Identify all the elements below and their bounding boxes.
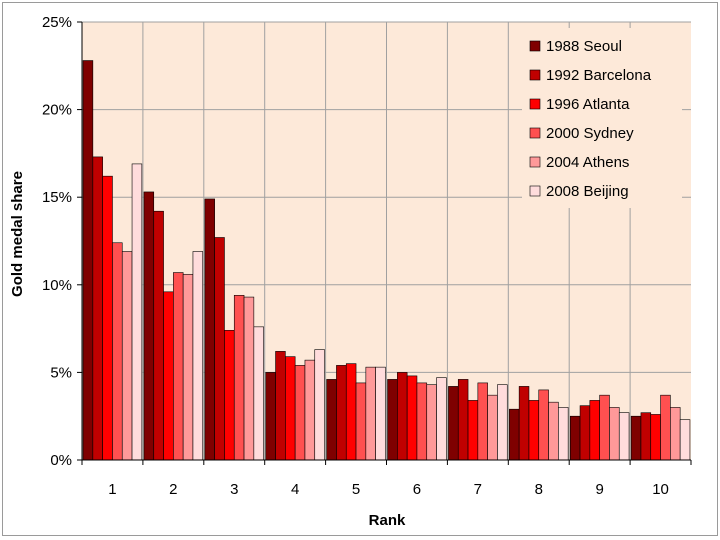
- x-tick-label: 4: [291, 481, 299, 498]
- bar-2000-sydney-rank-5: [355, 382, 367, 461]
- bar-2004-athens-rank-3: [243, 296, 255, 461]
- bar-2004-athens-rank-2: [182, 273, 194, 461]
- x-tick-label: 10: [652, 481, 669, 498]
- bar-2000-sydney-rank-7: [477, 382, 488, 461]
- bar-1988-seoul-rank-3: [204, 198, 215, 461]
- legend-box: [522, 28, 682, 208]
- bar-1992-barcelona-rank-10: [640, 412, 652, 461]
- bar-1996-atlanta-rank-5: [345, 363, 357, 461]
- bar-1996-atlanta-rank-1: [102, 175, 113, 461]
- x-tick-label: 7: [474, 481, 482, 498]
- legend-label: 1996 Atlanta: [546, 96, 630, 113]
- bar-2004-athens-rank-1: [121, 251, 133, 461]
- bar-2004-athens-rank-5: [365, 366, 376, 461]
- bar-1992-barcelona-rank-5: [336, 365, 347, 461]
- axes: [77, 21, 692, 465]
- bar-1992-barcelona-rank-9: [579, 405, 591, 461]
- bar-1996-atlanta-rank-6: [406, 375, 418, 461]
- bar-2000-sydney-rank-9: [599, 394, 610, 461]
- bar-1988-seoul-rank-8: [509, 408, 520, 461]
- legend-label: 1992 Barcelona: [546, 67, 652, 84]
- bar-1992-barcelona-rank-7: [457, 379, 469, 461]
- bar-1988-seoul-rank-9: [569, 415, 581, 461]
- bar-2004-athens-rank-7: [487, 394, 498, 461]
- bar-1992-barcelona-rank-4: [275, 351, 286, 461]
- bar-2004-athens-rank-9: [609, 407, 620, 461]
- bar-1988-seoul-rank-1: [82, 60, 94, 461]
- x-tick-label: 6: [413, 481, 421, 498]
- x-tick-label: 9: [595, 481, 603, 498]
- bar-1996-atlanta-rank-7: [467, 400, 479, 461]
- bar-1992-barcelona-rank-6: [397, 372, 408, 461]
- bar-1988-seoul-rank-2: [143, 191, 155, 461]
- bar-2008-beijing-rank-5: [375, 366, 386, 461]
- bar-2000-sydney-rank-4: [294, 365, 306, 461]
- x-tick-label: 5: [352, 481, 360, 498]
- y-axis-label: Gold medal share: [9, 171, 26, 297]
- bar-1988-seoul-rank-6: [387, 379, 398, 461]
- bar-2008-beijing-rank-7: [497, 384, 508, 461]
- bar-2004-athens-rank-4: [304, 359, 316, 461]
- legend-swatch: [529, 185, 541, 197]
- x-axis-label: Rank: [369, 512, 406, 529]
- bar-2000-sydney-rank-10: [660, 394, 671, 461]
- bar-2008-beijing-rank-6: [436, 377, 447, 461]
- bar-2008-beijing-rank-10: [679, 419, 691, 461]
- legend-label: 2004 Athens: [546, 154, 629, 171]
- legend-label: 2000 Sydney: [546, 125, 634, 142]
- bar-1988-seoul-rank-5: [326, 379, 337, 461]
- bar-1988-seoul-rank-10: [630, 415, 642, 461]
- bar-1988-seoul-rank-4: [265, 372, 276, 461]
- legend-swatch: [529, 40, 541, 52]
- bar-2000-sydney-rank-1: [112, 242, 123, 461]
- x-tick-label: 8: [535, 481, 543, 498]
- bar-2000-sydney-rank-2: [173, 272, 184, 461]
- y-tick-label: 15%: [42, 189, 72, 206]
- bar-2008-beijing-rank-3: [253, 326, 264, 461]
- bars: [82, 60, 691, 461]
- bar-1992-barcelona-rank-2: [153, 210, 164, 461]
- bar-2008-beijing-rank-9: [618, 412, 630, 461]
- x-tick-labels: 1 2 3 4 5 6 7 8 9 10: [108, 481, 669, 498]
- bar-2000-sydney-rank-6: [416, 382, 428, 461]
- legend-label: 2008 Beijing: [546, 183, 629, 200]
- legend-label: 1988 Seoul: [546, 38, 622, 55]
- bar-1996-atlanta-rank-2: [163, 291, 174, 461]
- bar-1992-barcelona-rank-3: [214, 237, 225, 461]
- legend-swatch: [529, 156, 541, 168]
- bar-1996-atlanta-rank-4: [285, 356, 296, 461]
- y-tick-labels: 0% 5% 10% 15% 20% 25%: [42, 14, 72, 469]
- bar-1988-seoul-rank-7: [448, 386, 459, 461]
- y-tick-label: 25%: [42, 14, 72, 31]
- bar-2008-beijing-rank-8: [558, 407, 569, 461]
- bar-2008-beijing-rank-2: [192, 251, 204, 461]
- legend: 1988 Seoul 1992 Barcelona 1996 Atlanta 2000…: [522, 28, 682, 208]
- legend-swatch: [529, 98, 541, 110]
- bar-1996-atlanta-rank-10: [650, 414, 661, 461]
- legend-swatch: [529, 127, 541, 139]
- bar-2004-athens-rank-6: [426, 384, 437, 461]
- x-tick-label: 3: [230, 481, 238, 498]
- legend-swatch: [529, 69, 541, 81]
- bar-2008-beijing-rank-4: [314, 349, 325, 461]
- bar-1992-barcelona-rank-8: [518, 386, 530, 461]
- bar-2000-sydney-rank-8: [538, 389, 549, 461]
- bar-1996-atlanta-rank-3: [224, 330, 235, 461]
- y-tick-label: 20%: [42, 102, 72, 119]
- bar-2004-athens-rank-8: [548, 401, 559, 461]
- y-tick-label: 10%: [42, 277, 72, 294]
- bar-1996-atlanta-rank-9: [589, 400, 600, 461]
- bar-1996-atlanta-rank-8: [528, 400, 540, 461]
- bar-1992-barcelona-rank-1: [92, 156, 103, 461]
- x-tick-label: 1: [108, 481, 116, 498]
- y-tick-label: 0%: [50, 452, 72, 469]
- bar-2004-athens-rank-10: [670, 407, 681, 461]
- x-tick-label: 2: [169, 481, 177, 498]
- bar-2008-beijing-rank-1: [131, 163, 143, 461]
- bar-2000-sydney-rank-3: [233, 295, 245, 461]
- y-tick-label: 5%: [50, 364, 72, 381]
